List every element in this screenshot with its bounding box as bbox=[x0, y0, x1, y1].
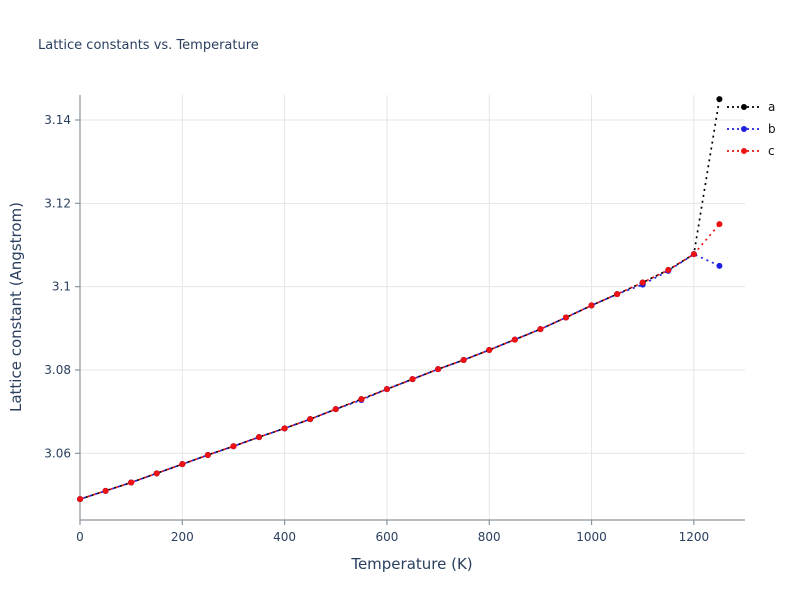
legend-label-c: c bbox=[768, 144, 775, 158]
x-axis-label: Temperature (K) bbox=[351, 555, 473, 573]
legend-item-c: c bbox=[726, 144, 776, 158]
x-tick-label: 0 bbox=[76, 530, 84, 544]
tick-labels: 0 200 400 600 800 1000 1200 3.06 3.08 3.1 3.12 3.14 bbox=[44, 113, 709, 544]
x-tick-label: 1200 bbox=[679, 530, 710, 544]
y-tick-label: 3.08 bbox=[44, 363, 71, 377]
x-tick-label: 800 bbox=[478, 530, 501, 544]
legend-label-b: b bbox=[768, 122, 776, 136]
series-c-markers bbox=[77, 221, 723, 503]
y-axis-label: Lattice constant (Angstrom) bbox=[7, 201, 25, 413]
chart-title: Lattice constants vs. Temperature bbox=[38, 38, 259, 53]
series-a-line bbox=[79, 99, 721, 500]
legend-swatch-c bbox=[727, 148, 761, 154]
y-tick-label: 3.12 bbox=[44, 196, 71, 210]
gridlines bbox=[80, 95, 745, 520]
legend-label-a: a bbox=[768, 100, 776, 114]
series-b-markers bbox=[77, 251, 723, 503]
series-b-line bbox=[79, 253, 720, 500]
legend-item-a: a bbox=[726, 100, 776, 114]
x-tick-label: 600 bbox=[375, 530, 398, 544]
legend-item-b: b bbox=[726, 122, 776, 136]
x-tick-label: 1000 bbox=[576, 530, 607, 544]
x-tick-label: 400 bbox=[273, 530, 296, 544]
series-a-markers bbox=[77, 96, 723, 503]
series-c-line bbox=[79, 223, 721, 500]
y-tick-label: 3.14 bbox=[44, 113, 71, 127]
legend-swatch-a bbox=[727, 104, 761, 110]
y-tick-label: 3.1 bbox=[52, 280, 71, 294]
legend-swatch-b bbox=[727, 126, 761, 132]
y-tick-label: 3.06 bbox=[44, 446, 71, 460]
x-tick-label: 200 bbox=[171, 530, 194, 544]
axes bbox=[79, 95, 745, 521]
